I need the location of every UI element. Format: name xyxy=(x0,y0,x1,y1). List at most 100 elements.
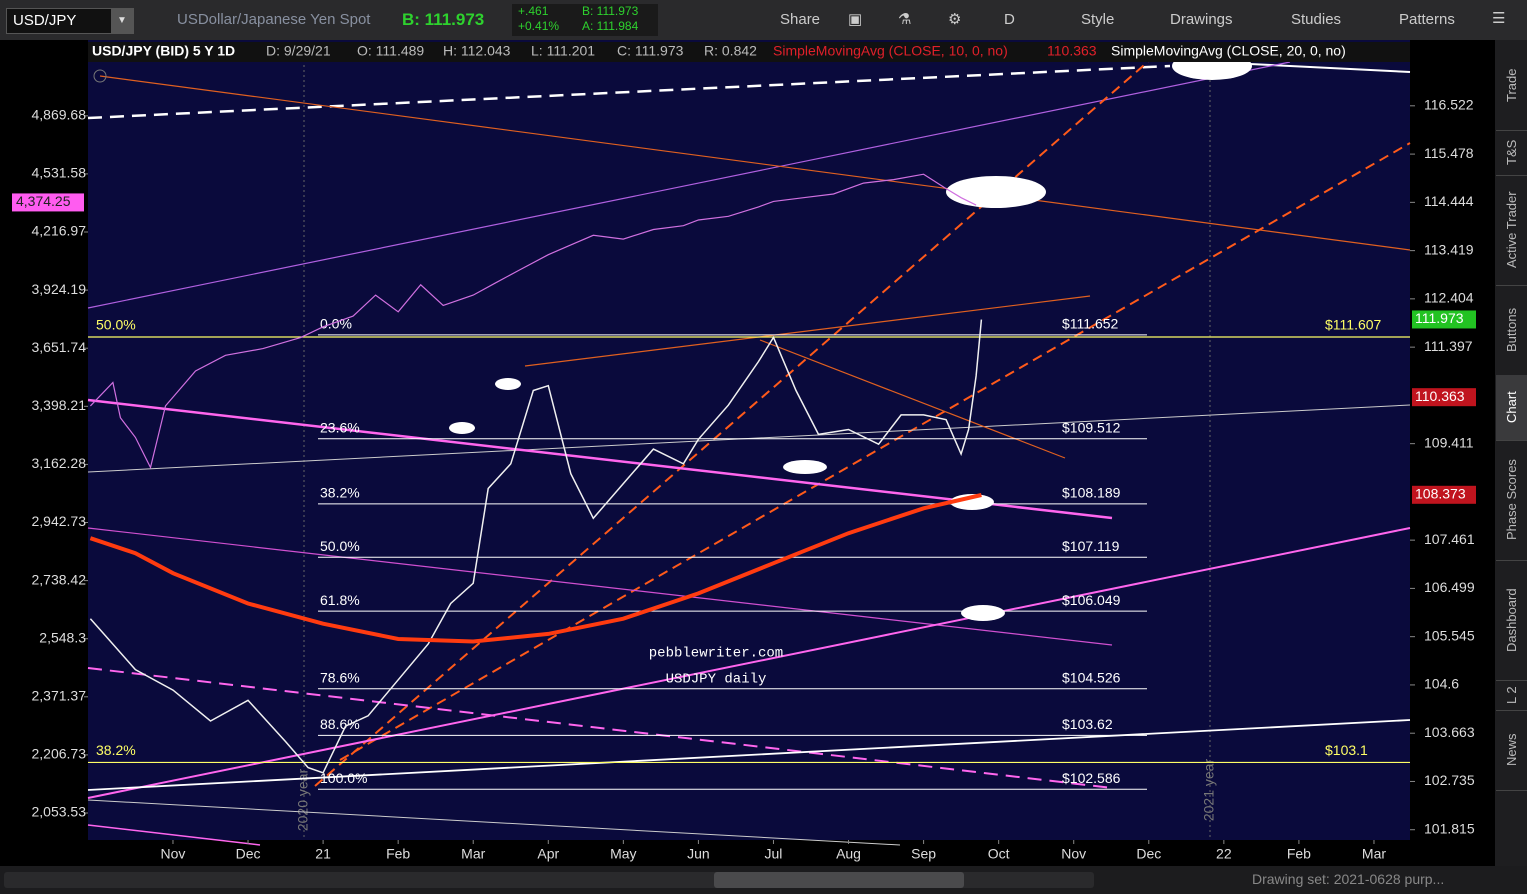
year-label: 2020 year xyxy=(295,769,311,832)
y2-tick-label: 2,371.37 xyxy=(32,688,87,704)
x-axis-bg xyxy=(0,840,1495,866)
description: USDollar/Japanese Yen Spot xyxy=(177,11,371,28)
y2-tick-label: 3,924.19 xyxy=(32,281,87,297)
icon[interactable]: ⚙ xyxy=(948,11,962,28)
plot: 2020 year 2021 year pebblewriter.com USD… xyxy=(87,52,1411,846)
scrollbar[interactable] xyxy=(4,872,1094,888)
y-tick-label: 104.6 xyxy=(1424,676,1459,692)
fib-pct: 78.6% xyxy=(320,669,360,685)
trendline xyxy=(87,824,261,846)
series-line xyxy=(89,319,983,774)
sidebar-tab[interactable]: Dashboard xyxy=(1496,560,1527,681)
y2-tick-label: 3,162.28 xyxy=(32,455,87,471)
sidebar-tab[interactable]: L 2 xyxy=(1496,680,1527,711)
y2-tick-label: 4,869.68 xyxy=(32,107,87,123)
y-tick-label: 111.397 xyxy=(1424,338,1473,354)
year-label: 2021 year xyxy=(1201,759,1217,822)
header-low: L: 111.201 xyxy=(531,43,595,59)
study-value: 110.363 xyxy=(1047,43,1097,59)
fib-pct: 88.6% xyxy=(320,716,360,732)
x-tick-label: Mar xyxy=(461,846,485,862)
symbol-input[interactable]: USD/JPY xyxy=(13,12,77,29)
y2-tick-label: 4,216.97 xyxy=(32,223,87,239)
footer: Drawing set: 2021-0628 purp... xyxy=(0,866,1527,894)
header-close: C: 111.973 xyxy=(617,43,684,59)
header-open: O: 111.489 xyxy=(357,43,424,59)
quote-box: B: 111.973 A: 111.984 xyxy=(576,4,658,36)
y2-tick-label: 2,548.3 xyxy=(39,629,86,645)
marker xyxy=(495,378,521,390)
marker xyxy=(783,460,827,474)
fib-price: $103.62 xyxy=(1062,716,1113,732)
fib-price: $103.1 xyxy=(1325,742,1368,758)
fib-pct: 38.2% xyxy=(320,485,360,501)
study-label: SimpleMovingAvg (CLOSE, 10, 0, no) xyxy=(773,43,1008,59)
x-tick-label: Sep xyxy=(911,846,936,862)
toolbar-button[interactable]: Patterns xyxy=(1399,11,1455,28)
sidebar-tab[interactable]: News xyxy=(1496,710,1527,791)
toolbar-button[interactable]: D xyxy=(1004,11,1015,28)
left-axis-bg xyxy=(0,40,88,840)
sidebar xyxy=(1495,40,1527,866)
trendline xyxy=(87,667,1113,789)
sidebar-tab[interactable]: Buttons xyxy=(1496,285,1527,376)
sidebar-tab[interactable]: Trade xyxy=(1496,40,1527,131)
price-tag-label: 4,374.25 xyxy=(16,193,71,209)
x-tick-label: Mar xyxy=(1362,846,1386,862)
toolbar-button[interactable]: Share xyxy=(780,11,821,28)
fib-price: $109.512 xyxy=(1062,419,1121,435)
price-tag-label: 111.973 xyxy=(1415,310,1464,326)
x-tick-label: Jul xyxy=(765,846,783,862)
sidebar-tab[interactable]: T&S xyxy=(1496,130,1527,176)
trendline xyxy=(87,799,901,846)
y-tick-label: 113.419 xyxy=(1424,241,1474,257)
header-high: H: 112.043 xyxy=(443,43,511,59)
icon[interactable]: ⚗ xyxy=(898,11,912,28)
marker xyxy=(961,605,1005,621)
right-axis-bg xyxy=(1410,40,1495,840)
y2-tick-label: 3,398.21 xyxy=(32,397,87,413)
y-tick-label: 107.461 xyxy=(1424,531,1475,547)
sidebar-tab[interactable]: Phase Scores xyxy=(1496,440,1527,561)
drawing-set: Drawing set: 2021-0628 purp... xyxy=(1252,871,1445,887)
trendline xyxy=(87,398,1113,520)
y2-tick-label: 3,651.74 xyxy=(32,339,87,355)
toolbar-button[interactable]: Studies xyxy=(1291,11,1342,28)
x-tick-label: Nov xyxy=(1061,846,1086,862)
x-tick-label: Nov xyxy=(161,846,186,862)
x-tick-label: 21 xyxy=(315,846,331,862)
y-tick-label: 114.444 xyxy=(1424,193,1474,209)
fib-pct: 61.8% xyxy=(320,592,360,608)
sidebar-tab[interactable]: Chart xyxy=(1496,375,1527,441)
y2-tick-label: 2,206.73 xyxy=(32,746,87,762)
sidebar-tab[interactable]: Active Trader xyxy=(1496,175,1527,286)
study-label: SimpleMovingAvg (CLOSE, 20, 0, no) xyxy=(1111,43,1346,59)
icon[interactable]: ▣ xyxy=(848,11,863,28)
toolbar-button[interactable]: Style xyxy=(1081,11,1115,28)
change-box: +.461 +0.41% xyxy=(512,4,578,36)
trendline xyxy=(524,295,1091,367)
trendline xyxy=(87,64,1171,120)
trendline xyxy=(339,142,1411,761)
trendline xyxy=(87,719,1411,791)
price-tag xyxy=(1412,388,1476,407)
toolbar-button[interactable]: Drawings xyxy=(1170,11,1233,28)
fib-pct: 50.0% xyxy=(96,317,136,333)
trendline xyxy=(87,61,1291,309)
y-tick-label: 103.663 xyxy=(1424,724,1475,740)
x-tick-label: Apr xyxy=(537,846,559,862)
fib-pct: 100.0% xyxy=(320,770,367,786)
y-tick-label: 112.404 xyxy=(1424,290,1474,306)
dropdown[interactable]: ▼ xyxy=(111,9,133,33)
chart-bg xyxy=(0,40,1495,866)
scroll-thumb[interactable] xyxy=(714,872,964,888)
x-tick-label: Oct xyxy=(988,846,1010,862)
y-tick-label: 105.545 xyxy=(1424,627,1475,643)
fib-price: $107.119 xyxy=(1062,538,1120,554)
toolbar: USD/JPY ▼ USDollar/Japanese Yen Spot B: 1… xyxy=(0,0,1527,40)
symbol-box[interactable]: USD/JPY ▼ xyxy=(6,8,134,34)
price-tag-label: 110.363 xyxy=(1415,388,1465,404)
x-tick-label: Feb xyxy=(386,846,410,862)
menu-icon[interactable]: ☰ xyxy=(1492,10,1506,27)
